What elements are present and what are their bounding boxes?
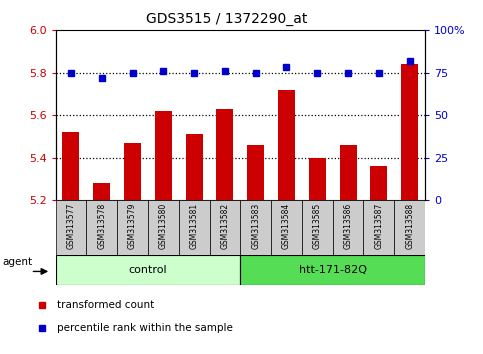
Bar xyxy=(401,64,418,200)
Text: GSM313578: GSM313578 xyxy=(97,203,106,249)
Text: transformed count: transformed count xyxy=(57,300,154,310)
Bar xyxy=(155,111,172,200)
Bar xyxy=(148,200,179,255)
Text: GSM313585: GSM313585 xyxy=(313,203,322,249)
Bar xyxy=(185,134,202,200)
Bar xyxy=(124,143,141,200)
Text: htt-171-82Q: htt-171-82Q xyxy=(298,265,367,275)
Text: GSM313577: GSM313577 xyxy=(67,203,75,249)
Text: GSM313587: GSM313587 xyxy=(374,203,384,249)
Text: GSM313582: GSM313582 xyxy=(220,203,229,249)
Bar xyxy=(309,158,326,200)
Bar xyxy=(86,200,117,255)
Text: GSM313579: GSM313579 xyxy=(128,203,137,249)
Text: GSM313584: GSM313584 xyxy=(282,203,291,249)
Bar xyxy=(62,132,79,200)
Bar xyxy=(364,200,394,255)
Bar xyxy=(216,109,233,200)
Text: GSM313580: GSM313580 xyxy=(159,203,168,249)
Text: GSM313583: GSM313583 xyxy=(251,203,260,249)
Bar xyxy=(278,90,295,200)
Text: GSM313586: GSM313586 xyxy=(343,203,353,249)
Bar xyxy=(210,200,240,255)
Text: control: control xyxy=(128,265,167,275)
Bar xyxy=(240,200,271,255)
Text: agent: agent xyxy=(3,257,33,267)
Bar xyxy=(394,200,425,255)
Text: percentile rank within the sample: percentile rank within the sample xyxy=(57,323,233,333)
Bar xyxy=(179,200,210,255)
Text: GSM313588: GSM313588 xyxy=(405,203,414,249)
Bar xyxy=(247,145,264,200)
Bar xyxy=(370,166,387,200)
Bar xyxy=(240,255,425,285)
Bar xyxy=(56,255,241,285)
Bar xyxy=(302,200,333,255)
Text: GDS3515 / 1372290_at: GDS3515 / 1372290_at xyxy=(146,12,308,27)
Bar xyxy=(333,200,364,255)
Bar xyxy=(56,200,86,255)
Bar xyxy=(93,183,110,200)
Bar xyxy=(340,145,356,200)
Bar xyxy=(117,200,148,255)
Text: GSM313581: GSM313581 xyxy=(190,203,199,249)
Bar xyxy=(271,200,302,255)
